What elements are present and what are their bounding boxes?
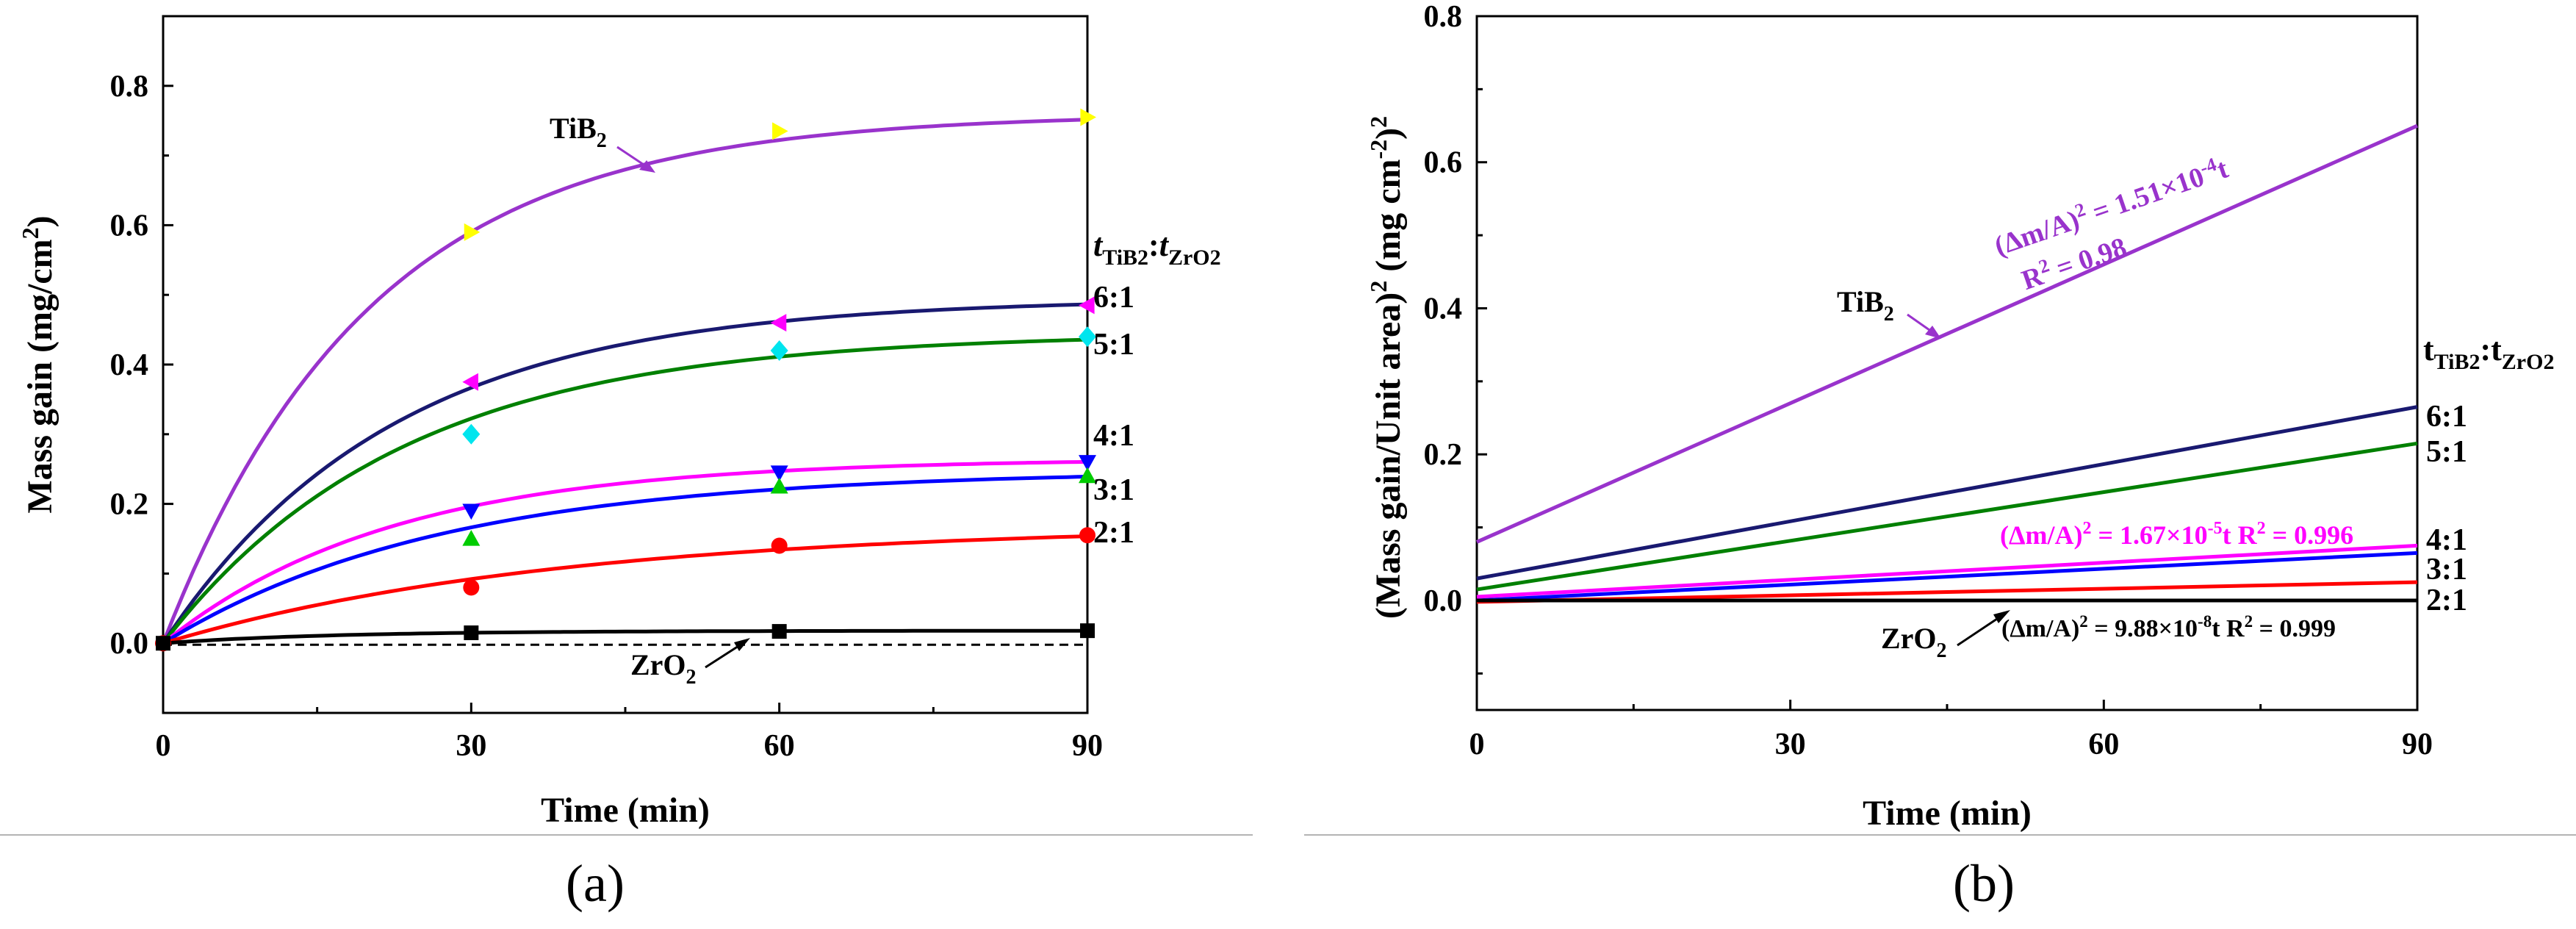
chart-a-point-origin [156,636,170,651]
chart-a-point-tib2 [772,122,788,140]
chart-b-y-tick-label: 0.0 [1424,584,1463,618]
chart-a-y-tick-label: 0.8 [110,70,149,104]
chart-a-arrowhead-zro2 [734,638,750,651]
chart-a-curve-3-1 [162,475,1088,645]
chart-b-y-tick-label: 0.2 [1424,438,1463,472]
chart-b-4-1-equation: (Δm/A)2 = 1.67×10-5t R2 = 0.996 [2000,519,2353,550]
chart-b: 0 30 60 90 0.0 0.2 0.4 0.6 0.8 Time (min) (Mass … [1304,0,2576,913]
chart-a-x-tick-label: 60 [764,729,795,763]
chart-b-y-axis-label: (Mass gain/Unit area)2 (mg cm-2)2 [1365,116,1408,619]
panel-a-label: (a) [566,854,625,913]
chart-a-curve-tib2 [161,118,1088,645]
chart-b-line-6-1 [1476,405,2418,581]
panel-b-label: (b) [1953,854,2015,913]
chart-a-label-3-1: 3:1 [1093,473,1134,507]
chart-b-x-tick-label: 60 [2088,728,2119,761]
chart-b-tick-labels: 0 30 60 90 0.0 0.2 0.4 0.6 0.8 [1424,0,2433,761]
chart-a-point-5-1 [770,340,788,362]
chart-b-tib2-equation: (Δm/A)2 = 1.51×10-4t R2 = 0.98 [1990,153,2232,296]
chart-a-curve-2-1 [162,534,1088,645]
chart-a-ticks [162,15,1089,714]
chart-b-x-tick-label: 30 [1775,728,1806,761]
chart-b-x-tick-label: 90 [2402,728,2433,761]
chart-a-y-tick-label: 0.2 [110,488,149,522]
chart-a-y-axis-label: Mass gain (mg/cm2) [17,215,60,513]
chart-a-x-axis-label: Time (min) [541,791,710,830]
chart-a-point-tib2 [464,223,481,241]
chart-a-point-zro2 [1080,623,1095,639]
chart-a-y-tick-label: 0.4 [110,348,149,382]
chart-a: 0 30 60 90 0.0 0.2 0.4 0.6 0.8 Time (min) Mass g… [0,15,1253,913]
chart-b-ticks [1475,15,2419,710]
chart-a-fit-curves [161,118,1088,645]
chart-a-legend-title: tTiB2:tZrO2 [1093,227,1221,270]
chart-b-label-tib2: TiB2 [1837,285,1894,326]
chart-a-label-tib2: TiB2 [550,112,607,152]
chart-a-point-4-1 [770,465,788,481]
chart-a-point-3-1 [1079,467,1096,484]
chart-a-point-3-1 [770,477,788,494]
chart-a-point-2-1 [1079,527,1095,544]
chart-b-label-5-1: 5:1 [2426,435,2467,469]
chart-a-point-4-1 [462,503,481,520]
chart-a-arrowhead-tib2 [639,160,655,173]
chart-b-plot-frame [1475,15,2419,711]
chart-a-tick-labels: 0 30 60 90 0.0 0.2 0.4 0.6 0.8 [110,70,1104,763]
chart-a-data-points [155,108,1096,652]
chart-a-label-4-1: 4:1 [1093,419,1134,453]
chart-a-label-6-1: 6:1 [1093,281,1134,315]
chart-a-curve-zro2 [162,628,1087,645]
chart-b-y-tick-label: 0.8 [1424,0,1463,34]
chart-b-line-4-1 [1476,543,2418,599]
chart-a-point-zro2 [771,624,787,639]
chart-a-point-6-1 [770,314,787,332]
chart-b-arrowhead-tib2 [1925,326,1941,339]
chart-a-point-6-1 [462,373,478,391]
chart-b-label-zro2: ZrO2 [1881,622,1947,662]
chart-b-x-tick-label: 0 [1469,728,1485,761]
chart-a-x-tick-label: 0 [156,729,171,763]
chart-b-x-axis-label: Time (min) [1863,794,2032,833]
chart-a-curve-6-1 [161,302,1088,645]
chart-a-point-tib2 [1080,108,1096,126]
chart-a-point-5-1 [462,423,481,445]
chart-a-point-2-1 [771,537,788,554]
chart-a-x-tick-label: 30 [456,729,486,763]
chart-a-label-zro2: ZrO2 [630,648,697,689]
chart-a-point-6-1 [1079,296,1095,315]
chart-b-label-4-1: 4:1 [2426,523,2467,557]
chart-a-curve-4-1 [162,459,1088,645]
chart-b-y-tick-label: 0.4 [1424,292,1463,326]
chart-b-fit-lines [1475,123,2419,604]
chart-b-line-3-1 [1476,550,2418,603]
chart-b-line-5-1 [1476,441,2418,592]
chart-a-label-2-1: 2:1 [1093,516,1134,550]
chart-b-label-3-1: 3:1 [2426,553,2467,587]
chart-b-label-2-1: 2:1 [2426,584,2467,617]
chart-a-y-tick-label: 0.0 [110,627,149,661]
chart-b-zro2-equation: (Δm/A)2 = 9.88×10-8t R2 = 0.999 [2001,612,2336,642]
chart-a-point-5-1 [1079,326,1096,348]
chart-b-line-tib2 [1475,123,2419,544]
chart-a-point-zro2 [464,625,479,640]
chart-a-label-5-1: 5:1 [1093,328,1134,362]
chart-a-y-tick-label: 0.6 [110,209,149,243]
chart-a-point-4-1 [1079,455,1096,471]
chart-b-label-6-1: 6:1 [2426,400,2467,434]
chart-a-curve-5-1 [162,337,1088,645]
chart-a-point-2-1 [463,579,480,596]
chart-b-y-tick-label: 0.6 [1424,146,1463,180]
chart-b-arrowhead-zro2 [1993,610,2010,623]
chart-a-x-tick-label: 90 [1072,729,1103,763]
chart-b-legend-title: tTiB2:tZrO2 [2423,331,2554,374]
chart-a-point-3-1 [462,530,481,546]
